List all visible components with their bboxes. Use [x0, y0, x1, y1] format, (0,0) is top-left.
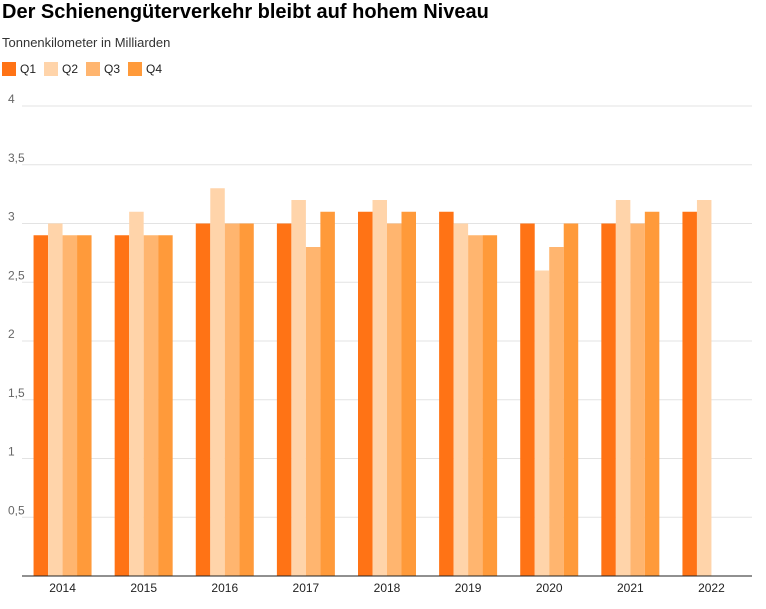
bar-2020-q2 [534, 270, 550, 576]
legend-label: Q3 [104, 62, 121, 76]
bar-2017-q2 [291, 200, 306, 576]
bar-2019-q2 [453, 223, 469, 576]
bar-2019-q3 [468, 235, 483, 576]
bar-2015-q1 [114, 235, 130, 576]
y-tick-label: 2 [8, 327, 15, 341]
bar-2018-q4 [401, 211, 416, 576]
legend-swatch [128, 62, 143, 76]
bar-2015-q2 [129, 211, 144, 576]
bar-2017-q4 [320, 211, 335, 576]
legend-item-q1: Q1 [2, 62, 36, 76]
legend: Q1 Q2 Q3 Q4 [2, 62, 170, 76]
bar-2020-q4 [563, 223, 579, 576]
x-tick-label: 2015 [130, 581, 157, 595]
bar-2019-q4 [482, 235, 498, 576]
bar-2017-q1 [276, 223, 292, 576]
x-tick-label: 2021 [617, 581, 644, 595]
bar-2014-q2 [48, 223, 63, 576]
bar-2016-q2 [210, 188, 225, 576]
bar-2016-q1 [195, 223, 211, 576]
bar-2015-q3 [143, 235, 159, 576]
bar-2021-q1 [601, 223, 616, 576]
bar-2017-q3 [305, 247, 321, 576]
bar-2021-q4 [644, 211, 660, 576]
bar-2014-q3 [62, 235, 78, 576]
bar-2018-q3 [387, 223, 402, 576]
legend-swatch [86, 62, 101, 76]
chart-title: Der Schienengüterverkehr bleibt auf hohe… [2, 1, 489, 23]
x-tick-label: 2018 [374, 581, 401, 595]
x-tick-label: 2017 [293, 581, 320, 595]
y-tick-label: 1,5 [8, 386, 25, 400]
bar-2016-q4 [239, 223, 254, 576]
bar-2022-q2 [696, 200, 712, 576]
x-tick-label: 2020 [536, 581, 563, 595]
legend-label: Q4 [146, 62, 163, 76]
bar-2020-q3 [549, 247, 564, 576]
legend-swatch [44, 62, 59, 76]
bar-2021-q2 [615, 200, 631, 576]
legend-label: Q2 [62, 62, 79, 76]
legend-item-q2: Q2 [44, 62, 78, 76]
y-tick-label: 3,5 [8, 151, 25, 165]
bar-2021-q3 [630, 223, 645, 576]
legend-item-q3: Q3 [86, 62, 120, 76]
x-tick-label: 2022 [698, 581, 725, 595]
bar-2019-q1 [439, 211, 454, 576]
bar-2018-q1 [358, 211, 373, 576]
x-tick-label: 2019 [455, 581, 482, 595]
bar-2022-q1 [682, 211, 697, 576]
y-tick-label: 0,5 [8, 503, 25, 517]
bar-2018-q2 [372, 200, 387, 576]
y-tick-label: 4 [8, 92, 15, 106]
bar-2015-q4 [158, 235, 173, 576]
chart-subtitle: Tonnenkilometer in Milliarden [2, 35, 171, 50]
bar-2020-q1 [520, 223, 535, 576]
bar-2014-q1 [33, 235, 49, 576]
x-tick-label: 2016 [211, 581, 238, 595]
x-tick-label: 2014 [49, 581, 76, 595]
bar-2014-q4 [77, 235, 92, 576]
y-tick-label: 2,5 [8, 268, 25, 282]
y-tick-label: 1 [8, 445, 15, 459]
legend-label: Q1 [20, 62, 37, 76]
legend-item-q4: Q4 [128, 62, 162, 76]
bar-2016-q3 [224, 223, 240, 576]
legend-swatch [2, 62, 16, 76]
y-tick-label: 3 [8, 210, 15, 224]
